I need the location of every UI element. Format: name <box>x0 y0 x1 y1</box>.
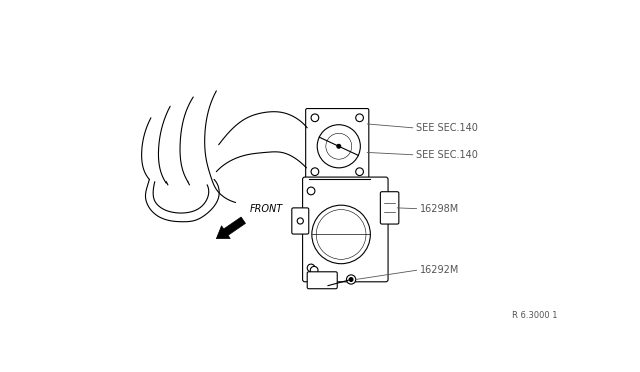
Text: 16298M: 16298M <box>420 203 459 214</box>
Text: SEE SEC.140: SEE SEC.140 <box>416 123 477 133</box>
Circle shape <box>317 125 360 168</box>
Text: 16292M: 16292M <box>420 265 459 275</box>
FancyBboxPatch shape <box>306 109 369 181</box>
Circle shape <box>356 114 364 122</box>
Text: SEE SEC.140: SEE SEC.140 <box>416 150 477 160</box>
Circle shape <box>311 114 319 122</box>
Circle shape <box>346 275 356 284</box>
Circle shape <box>307 187 315 195</box>
Circle shape <box>310 266 318 274</box>
Circle shape <box>312 205 371 264</box>
Circle shape <box>337 144 340 148</box>
Text: R 6.3000 1: R 6.3000 1 <box>512 311 557 320</box>
Circle shape <box>297 218 303 224</box>
Circle shape <box>356 168 364 176</box>
Circle shape <box>349 278 353 281</box>
FancyArrow shape <box>216 217 246 239</box>
FancyBboxPatch shape <box>292 208 308 234</box>
FancyBboxPatch shape <box>307 272 337 289</box>
Circle shape <box>311 168 319 176</box>
FancyBboxPatch shape <box>380 192 399 224</box>
Circle shape <box>307 264 315 272</box>
Text: FRONT: FRONT <box>250 204 283 214</box>
FancyBboxPatch shape <box>303 177 388 282</box>
